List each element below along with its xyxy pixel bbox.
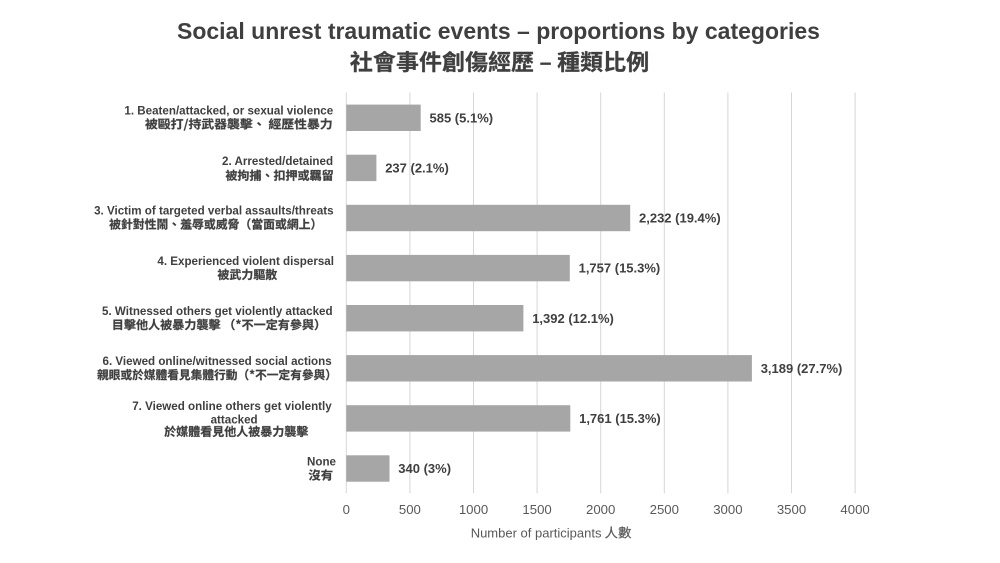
svg-text:585 (5.1%): 585 (5.1%) (430, 110, 494, 125)
svg-text:4000: 4000 (840, 502, 869, 517)
svg-text:attacked: attacked (211, 413, 258, 426)
svg-text:1,761 (15.3%): 1,761 (15.3%) (579, 411, 661, 426)
svg-text:340 (3%): 340 (3%) (398, 461, 451, 476)
svg-text:1. Beaten/attacked, or sexual: 1. Beaten/attacked, or sexual violence (124, 104, 333, 117)
svg-text:Social unrest traumatic events: Social unrest traumatic events – proport… (177, 18, 820, 44)
svg-text:2500: 2500 (650, 502, 679, 517)
svg-text:3000: 3000 (713, 502, 742, 517)
svg-text:2000: 2000 (586, 502, 615, 517)
svg-text:3. Victim of targeted verbal a: 3. Victim of targeted verbal assaults/th… (94, 204, 333, 217)
svg-text:Number of participants: Number of participants (471, 525, 602, 540)
svg-text:1,392 (12.1%): 1,392 (12.1%) (532, 311, 614, 326)
svg-text:3500: 3500 (777, 502, 806, 517)
svg-text:500: 500 (399, 502, 421, 517)
svg-text:3,189 (27.7%): 3,189 (27.7%) (761, 361, 843, 376)
svg-text:6. Viewed online/witnessed soc: 6. Viewed online/witnessed social action… (103, 355, 332, 368)
svg-text:7. Viewed online others get vi: 7. Viewed online others get violently (132, 400, 332, 413)
svg-text:4. Experienced violent dispers: 4. Experienced violent dispersal (157, 255, 334, 268)
svg-text:1,757 (15.3%): 1,757 (15.3%) (579, 261, 661, 276)
svg-text:1000: 1000 (459, 502, 488, 517)
svg-text:2,232 (19.4%): 2,232 (19.4%) (639, 211, 721, 226)
svg-text:None: None (307, 456, 337, 469)
svg-text:1500: 1500 (522, 502, 551, 517)
svg-text:5. Witnessed others get violen: 5. Witnessed others get violently attack… (102, 305, 333, 318)
svg-text:0: 0 (343, 502, 350, 517)
svg-text:2. Arrested/detained: 2. Arrested/detained (222, 155, 333, 168)
svg-text:237 (2.1%): 237 (2.1%) (385, 161, 449, 176)
